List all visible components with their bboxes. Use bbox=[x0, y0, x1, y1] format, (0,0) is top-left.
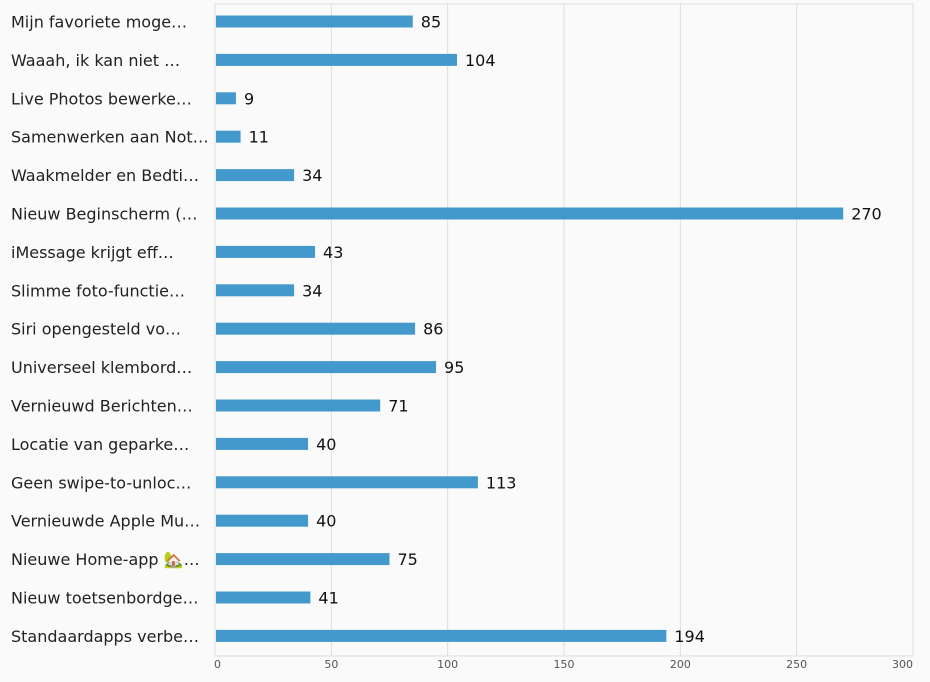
category-label: Waaah, ik kan niet … bbox=[11, 51, 180, 70]
category-label: Mijn favoriete moge… bbox=[11, 13, 187, 32]
bar bbox=[216, 130, 241, 143]
bar bbox=[216, 553, 390, 566]
bar bbox=[216, 399, 381, 412]
value-label: 9 bbox=[244, 89, 254, 108]
bar bbox=[216, 284, 295, 297]
value-label: 43 bbox=[323, 243, 343, 262]
category-label: Geen swipe-to-unloc… bbox=[11, 473, 191, 492]
category-label: Samenwerken aan Not… bbox=[11, 128, 209, 147]
category-label: Vernieuwde Apple Mu… bbox=[11, 512, 200, 531]
bar bbox=[216, 322, 416, 335]
bar bbox=[216, 53, 457, 66]
x-tick-label: 100 bbox=[437, 658, 458, 671]
value-label: 11 bbox=[249, 128, 269, 147]
category-label: Live Photos bewerke… bbox=[11, 89, 192, 108]
category-label: iMessage krijgt eff… bbox=[11, 243, 174, 262]
bar bbox=[216, 361, 437, 374]
category-label: Siri opengesteld vo… bbox=[11, 320, 181, 339]
value-label: 95 bbox=[444, 358, 464, 377]
category-label: Universeel klembord… bbox=[11, 358, 192, 377]
x-tick-label: 50 bbox=[324, 658, 338, 671]
x-tick-label: 0 bbox=[214, 658, 221, 671]
bar bbox=[216, 92, 236, 105]
value-label: 40 bbox=[316, 435, 336, 454]
x-tick-label: 150 bbox=[554, 658, 575, 671]
value-label: 104 bbox=[465, 51, 496, 70]
bar bbox=[216, 169, 295, 182]
category-labels: Mijn favoriete moge… Waaah, ik kan niet …… bbox=[11, 13, 209, 646]
bar bbox=[216, 591, 311, 604]
x-tick-label: 250 bbox=[786, 658, 807, 671]
category-label: Nieuw toetsenbordge… bbox=[11, 589, 198, 608]
category-label: Slimme foto-functie… bbox=[11, 281, 185, 300]
value-label: 270 bbox=[851, 205, 882, 224]
bar bbox=[216, 245, 316, 258]
category-label: Nieuw Beginscherm (… bbox=[11, 205, 197, 224]
x-tick-label: 200 bbox=[670, 658, 691, 671]
bars bbox=[216, 15, 844, 642]
bar bbox=[216, 629, 667, 642]
bar bbox=[216, 476, 478, 489]
value-label: 34 bbox=[302, 281, 322, 300]
value-label: 34 bbox=[302, 166, 322, 185]
bar bbox=[216, 437, 309, 450]
value-label: 41 bbox=[318, 589, 338, 608]
grid-lines bbox=[214, 4, 914, 656]
bar bbox=[216, 514, 309, 527]
category-label: Standaardapps verbe… bbox=[11, 627, 199, 646]
value-label: 40 bbox=[316, 512, 336, 531]
category-label: Nieuwe Home-app 🏡… bbox=[11, 550, 200, 569]
category-label: Vernieuwd Berichten… bbox=[11, 397, 193, 416]
value-label: 194 bbox=[674, 627, 705, 646]
category-label: Locatie van geparke… bbox=[11, 435, 189, 454]
value-label: 71 bbox=[388, 397, 408, 416]
bar bbox=[216, 15, 413, 28]
category-label: Waakmelder en Bedti… bbox=[11, 166, 199, 185]
bar bbox=[216, 207, 844, 220]
value-label: 86 bbox=[423, 320, 443, 339]
x-tick-label: 300 bbox=[892, 658, 913, 671]
value-label: 113 bbox=[486, 473, 517, 492]
value-label: 85 bbox=[421, 13, 441, 32]
value-label: 75 bbox=[398, 550, 418, 569]
x-axis-tick-labels: 0 50 100 150 200 250 300 bbox=[214, 658, 913, 671]
